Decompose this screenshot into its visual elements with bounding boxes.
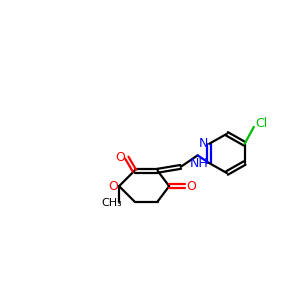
Text: NH: NH <box>190 157 208 169</box>
Text: N: N <box>198 137 208 150</box>
Text: CH₃: CH₃ <box>101 198 122 208</box>
Text: O: O <box>186 180 196 193</box>
Text: O: O <box>108 180 118 193</box>
Text: O: O <box>116 151 126 164</box>
Text: Cl: Cl <box>255 116 268 130</box>
